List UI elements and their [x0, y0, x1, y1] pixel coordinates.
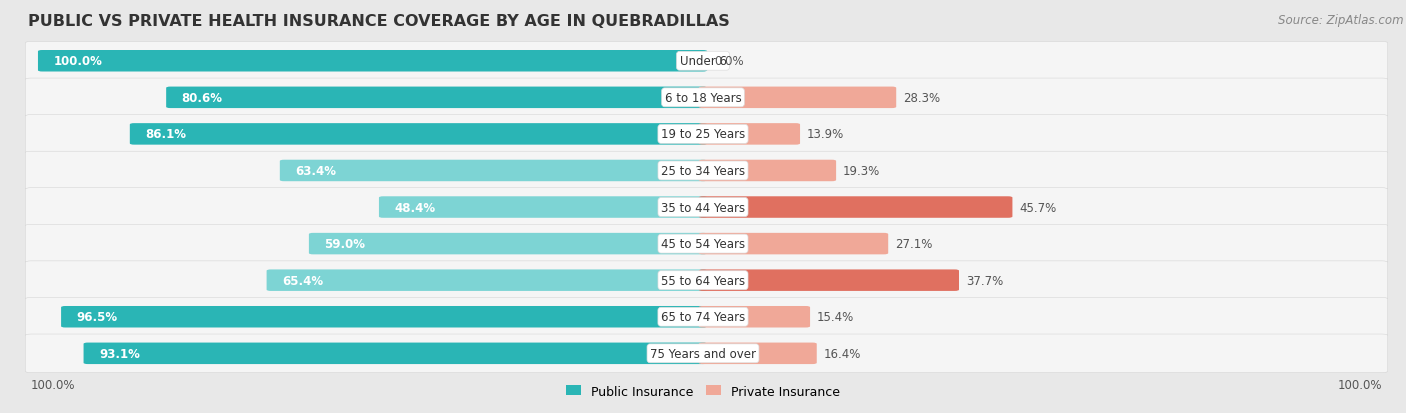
Text: 19 to 25 Years: 19 to 25 Years [661, 128, 745, 141]
Text: 0.0%: 0.0% [714, 55, 744, 68]
Text: 45.7%: 45.7% [1019, 201, 1057, 214]
Text: 93.1%: 93.1% [98, 347, 141, 360]
Text: 15.4%: 15.4% [817, 311, 855, 323]
Text: 16.4%: 16.4% [824, 347, 860, 360]
Text: 45 to 54 Years: 45 to 54 Years [661, 237, 745, 251]
Text: Under 6: Under 6 [679, 55, 727, 68]
Text: 25 to 34 Years: 25 to 34 Years [661, 164, 745, 178]
Text: 13.9%: 13.9% [807, 128, 845, 141]
Text: 59.0%: 59.0% [325, 237, 366, 251]
Text: 27.1%: 27.1% [896, 237, 932, 251]
Text: PUBLIC VS PRIVATE HEALTH INSURANCE COVERAGE BY AGE IN QUEBRADILLAS: PUBLIC VS PRIVATE HEALTH INSURANCE COVER… [28, 14, 730, 29]
Text: 37.7%: 37.7% [966, 274, 1004, 287]
Text: 100.0%: 100.0% [53, 55, 103, 68]
Text: 86.1%: 86.1% [145, 128, 186, 141]
Text: 63.4%: 63.4% [295, 164, 336, 178]
Text: 48.4%: 48.4% [395, 201, 436, 214]
Text: 100.0%: 100.0% [31, 377, 76, 391]
Text: 75 Years and over: 75 Years and over [650, 347, 756, 360]
Text: 28.3%: 28.3% [903, 92, 941, 104]
Text: Source: ZipAtlas.com: Source: ZipAtlas.com [1278, 14, 1403, 27]
Text: 19.3%: 19.3% [844, 164, 880, 178]
Text: 100.0%: 100.0% [1337, 377, 1382, 391]
Legend: Public Insurance, Private Insurance: Public Insurance, Private Insurance [561, 380, 845, 403]
Text: 65 to 74 Years: 65 to 74 Years [661, 311, 745, 323]
Text: 96.5%: 96.5% [76, 311, 118, 323]
Text: 35 to 44 Years: 35 to 44 Years [661, 201, 745, 214]
Text: 6 to 18 Years: 6 to 18 Years [665, 92, 741, 104]
Text: 65.4%: 65.4% [283, 274, 323, 287]
Text: 80.6%: 80.6% [181, 92, 222, 104]
Text: 55 to 64 Years: 55 to 64 Years [661, 274, 745, 287]
